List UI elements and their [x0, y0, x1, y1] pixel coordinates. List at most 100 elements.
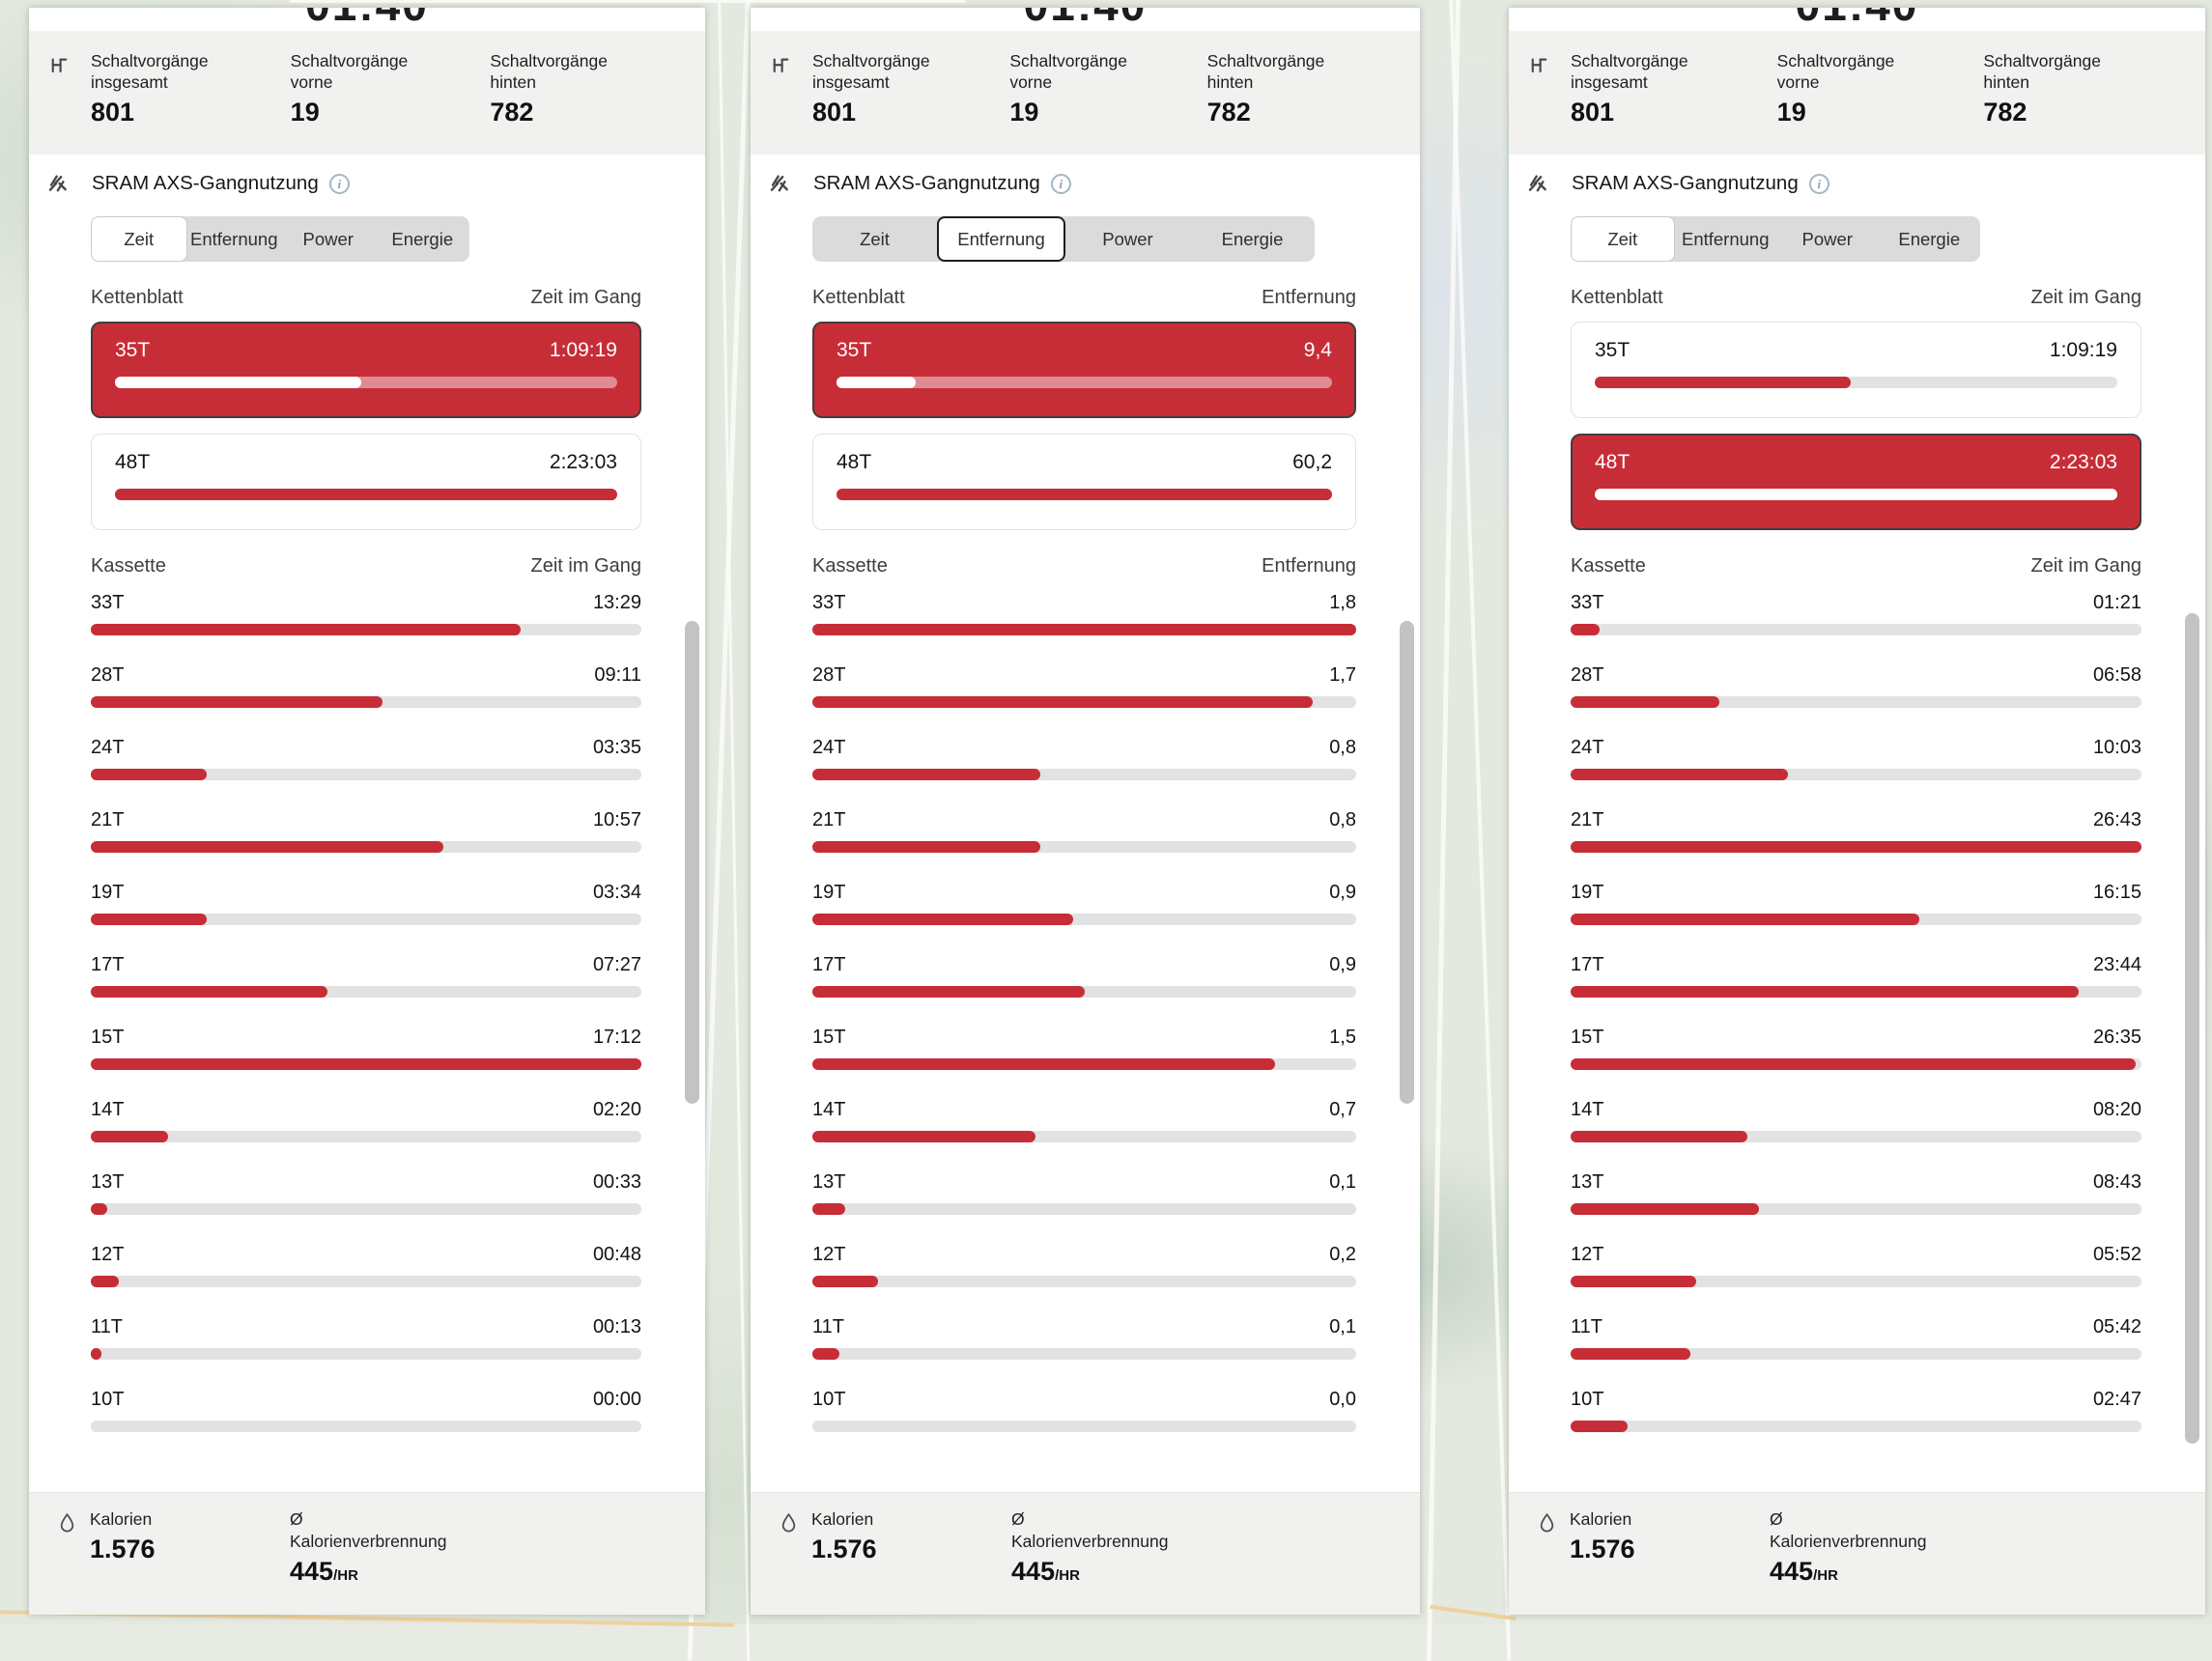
tab-power[interactable]: Power: [1776, 216, 1879, 262]
chainring-value-header: Zeit im Gang: [2031, 287, 2141, 309]
gear-bar-fill: [812, 841, 1040, 853]
gear-bar-fill: [91, 769, 207, 780]
scrollbar-thumb[interactable]: [685, 621, 699, 1104]
gear-value: 1,5: [1329, 1025, 1356, 1050]
gear-bar-track: [1571, 1131, 2141, 1142]
tab-power[interactable]: Power: [1065, 216, 1190, 262]
info-icon[interactable]: i: [329, 174, 350, 194]
avg-value: 445: [1011, 1557, 1055, 1586]
gear-value: 06:58: [2093, 662, 2141, 688]
gear-bar-track: [812, 1276, 1356, 1287]
gear-bar-track: [91, 1058, 641, 1070]
stat-label: Schaltvorgänge vorne: [1009, 50, 1156, 93]
gear-usage-panel: 01:40Schaltvorgänge insgesamt801Schaltvo…: [751, 8, 1420, 1615]
avg-value: 445: [290, 1557, 333, 1586]
tab-entfernung[interactable]: Entfernung: [937, 216, 1065, 262]
gear-value: 0,7: [1329, 1097, 1356, 1122]
scrollbar-thumb[interactable]: [1400, 621, 1414, 1104]
avg-unit: /HR: [1055, 1567, 1080, 1584]
footer-icon-col: [777, 1508, 811, 1615]
gear-value: 00:48: [593, 1242, 641, 1267]
gear-bar-track: [1571, 914, 2141, 925]
scrollbar-thumb[interactable]: [2185, 613, 2199, 1444]
cassette-header-label: Kassette: [1571, 555, 1646, 577]
clipped-heading: 01:40: [29, 8, 705, 25]
tab-energie[interactable]: Energie: [1879, 216, 1981, 262]
gear-bar-track: [812, 986, 1356, 998]
cassette-value-header: Entfernung: [1262, 555, 1356, 577]
gear-bar-fill: [115, 377, 361, 388]
gear-bar-fill: [115, 489, 617, 500]
gear-bar-fill: [1571, 1131, 1747, 1142]
tab-energie[interactable]: Energie: [1190, 216, 1315, 262]
gear-bar-fill: [812, 769, 1040, 780]
gear-value: 08:43: [2093, 1169, 2141, 1195]
sram-axs-icon: [46, 171, 72, 197]
gear-bar-track: [1571, 1058, 2141, 1070]
gear-value: 13:29: [593, 590, 641, 615]
avg-label: Kalorienverbrennung: [1770, 1531, 1926, 1553]
gear-bar-track: [1595, 377, 2117, 388]
tab-zeit[interactable]: Zeit: [812, 216, 937, 262]
gear-value: 17:12: [593, 1025, 641, 1050]
gear-bar-fill: [91, 1203, 107, 1215]
avg-label: Kalorienverbrennung: [1011, 1531, 1168, 1553]
tab-entfernung[interactable]: Entfernung: [187, 216, 282, 262]
gear-bar-fill: [91, 624, 521, 635]
gear-value: 00:00: [593, 1387, 641, 1412]
gear-bar-track: [1571, 769, 2141, 780]
gear-bar-fill: [1595, 489, 2117, 500]
gear-bar-fill: [812, 1348, 839, 1360]
tab-zeit[interactable]: Zeit: [1571, 216, 1675, 262]
gear-label: 24T: [1571, 735, 1603, 760]
gear-value: 60,2: [1292, 451, 1332, 474]
tab-entfernung[interactable]: Entfernung: [1675, 216, 1777, 262]
stat-value: 801: [812, 98, 1009, 127]
gear-value: 01:21: [2093, 590, 2141, 615]
tab-zeit[interactable]: Zeit: [91, 216, 187, 262]
gear-value: 16:15: [2093, 880, 2141, 905]
stat-label: Schaltvorgänge hinten: [490, 50, 637, 93]
gear-label: 15T: [1571, 1025, 1603, 1050]
info-icon[interactable]: i: [1051, 174, 1071, 194]
tab-power[interactable]: Power: [281, 216, 376, 262]
tab-energie[interactable]: Energie: [376, 216, 470, 262]
stat-value: 19: [291, 98, 491, 127]
shifter-icon: [768, 54, 812, 80]
info-icon[interactable]: i: [1809, 174, 1829, 194]
panel-scrollbar: [1397, 8, 1418, 1615]
gear-value: 2:23:03: [2050, 451, 2117, 474]
gear-bar-track: [1571, 696, 2141, 708]
